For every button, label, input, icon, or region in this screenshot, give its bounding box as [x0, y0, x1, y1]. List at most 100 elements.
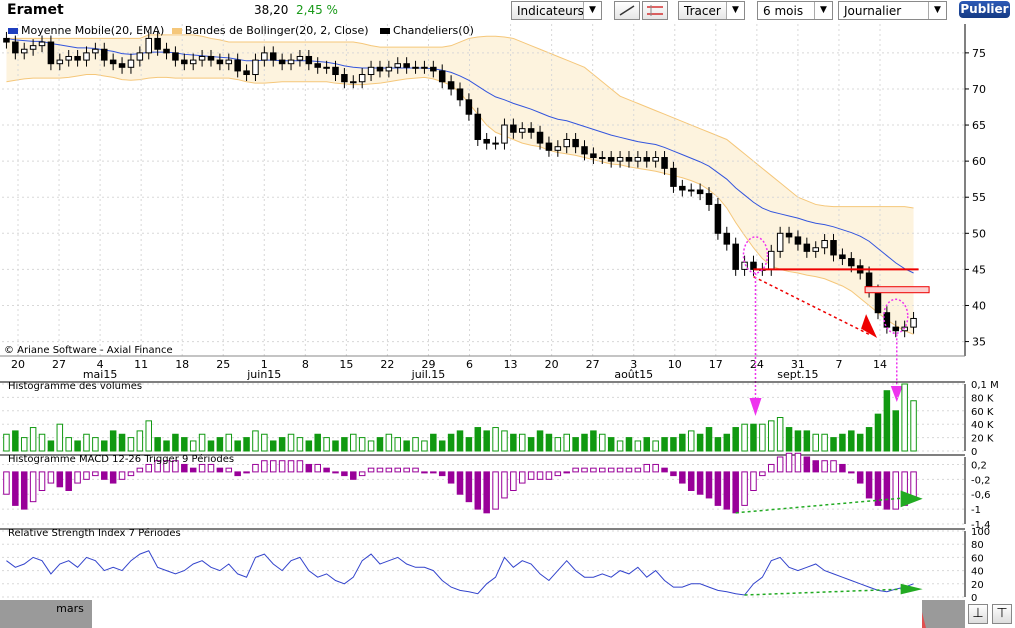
- candle-body: [634, 157, 642, 162]
- volume-bar: [892, 410, 900, 452]
- volume-tick-label: 0: [971, 447, 977, 458]
- price-tick-label: 40: [972, 299, 986, 312]
- volume-bar: [29, 427, 37, 452]
- macd-bar: [394, 467, 402, 473]
- volume-bar: [38, 433, 46, 452]
- volume-bar: [545, 433, 553, 452]
- candle-body: [38, 41, 46, 47]
- volume-bar: [154, 437, 161, 452]
- panel-layout-button[interactable]: ⊤: [992, 604, 1012, 624]
- indicators-dropdown[interactable]: Indicateurs ▼: [511, 1, 602, 20]
- layout-icon: ⊤: [996, 606, 1008, 621]
- macd-panel-title: Histogramme MACD 12-26 Trigger 9 Période…: [8, 454, 235, 465]
- candle-body: [590, 153, 597, 159]
- candle-body: [625, 157, 633, 162]
- candle-body: [723, 232, 731, 245]
- macd-bar: [759, 471, 766, 477]
- macd-bar: [750, 471, 757, 491]
- candle-body: [874, 290, 882, 314]
- day-tick-label: 4: [97, 358, 104, 371]
- volume-bar: [350, 433, 357, 452]
- price-tick-label: 65: [972, 119, 986, 132]
- day-tick-label: 29: [421, 358, 435, 371]
- volume-tick-label: 60 K: [971, 407, 994, 418]
- volume-bar: [883, 390, 891, 452]
- macd-bar: [856, 471, 864, 484]
- volume-bar: [421, 440, 428, 452]
- candles-swatch-icon: [380, 28, 391, 34]
- volume-bar: [181, 437, 188, 452]
- month-tick-label: juin15: [246, 368, 281, 381]
- macd-bar: [127, 471, 135, 477]
- volume-bar: [670, 437, 677, 452]
- rsi-line: [6, 550, 914, 596]
- day-tick-label: 14: [873, 358, 887, 371]
- volume-bar: [145, 420, 152, 452]
- macd-bar: [599, 467, 606, 473]
- rsi-tick-label: 80: [971, 540, 984, 551]
- draw-line-button[interactable]: [614, 1, 640, 20]
- macd-bar: [216, 467, 224, 473]
- macd-bar: [118, 471, 126, 480]
- volume-panel-title: Histogramme des volumes: [8, 381, 143, 392]
- candle-body: [350, 81, 357, 84]
- volume-bar: [358, 437, 366, 452]
- candle-body: [563, 138, 570, 148]
- date-navigator[interactable]: [0, 600, 965, 628]
- volume-bar: [261, 433, 268, 452]
- draw-label: Tracer: [684, 4, 721, 18]
- macd-bar: [501, 471, 508, 499]
- month-tick-label: sept.15: [777, 368, 818, 381]
- draw-dropdown[interactable]: Tracer ▼: [678, 1, 745, 20]
- legend-ema[interactable]: Moyenne Mobile(20, EMA): [8, 24, 164, 37]
- volume-bar: [687, 430, 695, 452]
- macd-bar: [527, 471, 535, 480]
- period-value: 6 mois: [763, 4, 804, 18]
- day-tick-label: 25: [216, 358, 230, 371]
- candle-body: [474, 113, 482, 140]
- volume-bar: [563, 433, 570, 452]
- period-select[interactable]: 6 mois ▼: [757, 1, 833, 20]
- macd-bar: [776, 456, 784, 473]
- candle-body: [616, 157, 624, 162]
- macd-bar: [768, 463, 775, 473]
- publish-button[interactable]: Publier: [959, 1, 1010, 18]
- volume-bar: [839, 433, 846, 452]
- macd-bar: [252, 463, 259, 473]
- draw-hline-button[interactable]: [642, 1, 668, 20]
- macd-bar: [412, 467, 419, 473]
- volume-bar: [412, 437, 419, 452]
- candle-body: [456, 88, 464, 101]
- legend-candles[interactable]: Chandeliers(0): [380, 24, 474, 37]
- macd-bar: [616, 467, 624, 473]
- macd-bar: [421, 471, 428, 474]
- candle-body: [839, 254, 846, 260]
- day-tick-label: 10: [668, 358, 682, 371]
- candle-body: [394, 63, 402, 68]
- volume-bar: [492, 427, 499, 452]
- macd-bar: [456, 471, 464, 495]
- horizontal-lines-icon: [647, 5, 663, 16]
- price-tick-label: 60: [972, 155, 986, 168]
- macd-bar: [234, 471, 241, 477]
- rsi-tick-label: 20: [971, 580, 984, 591]
- frequency-select[interactable]: Journalier ▼: [838, 1, 947, 20]
- macd-bar: [625, 467, 633, 473]
- divergence-arrowhead: [900, 583, 923, 595]
- volume-bar: [527, 437, 535, 452]
- macd-bar: [47, 471, 55, 484]
- chevron-down-icon: ▼: [814, 2, 832, 19]
- candle-body: [670, 167, 677, 187]
- volume-bar: [296, 437, 304, 452]
- macd-bar: [518, 471, 526, 484]
- candle-body: [56, 59, 64, 65]
- volume-bar: [821, 433, 828, 452]
- navigator-selection[interactable]: [92, 600, 922, 628]
- candle-body: [332, 66, 339, 76]
- macd-bar: [3, 471, 10, 495]
- legend-bollinger[interactable]: Bandes de Bollinger(20, 2, Close): [171, 24, 369, 37]
- annotation-arrowhead: [749, 398, 762, 416]
- day-tick-label: 17: [709, 358, 723, 371]
- zoom-fit-button[interactable]: ⊥: [968, 604, 988, 624]
- volume-bar: [554, 437, 562, 452]
